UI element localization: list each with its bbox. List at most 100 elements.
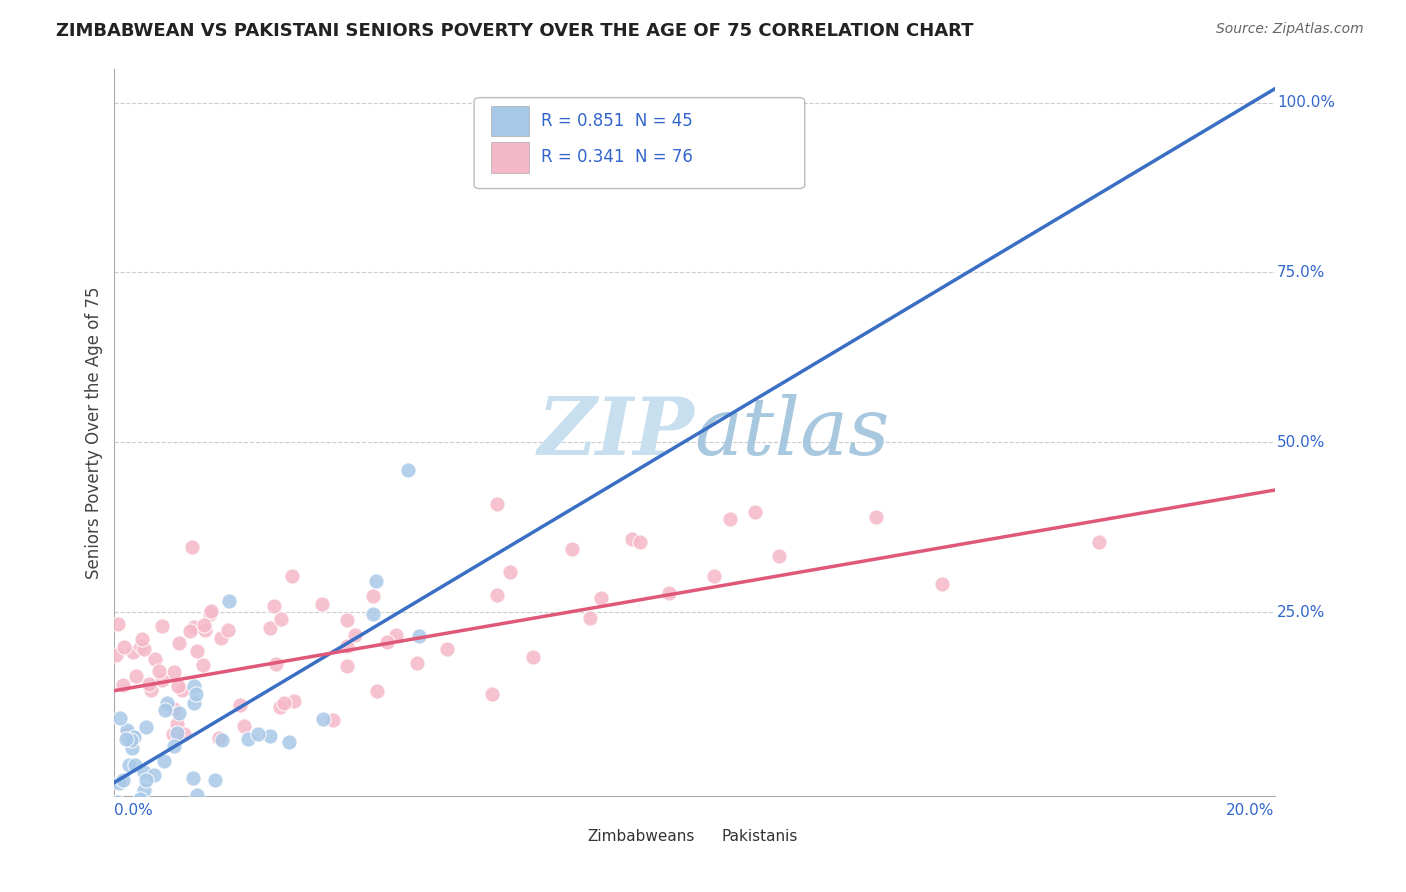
Point (247, 727, 270, 741)
Point (170, 683, 193, 698)
Point (312, 712, 335, 726)
Point (184, 687, 207, 701)
Point (132, 641, 155, 656)
Point (266, 657, 288, 672)
Point (143, 803, 166, 817)
Point (263, 599, 285, 613)
Point (385, 628, 408, 642)
Point (217, 623, 239, 637)
Point (218, 593, 240, 607)
Bar (492, 142, 529, 172)
Point (122, 645, 145, 659)
Point (143, 651, 166, 665)
Point (396, 462, 419, 476)
Point (335, 639, 357, 653)
Point (110, 711, 132, 725)
Point (621, 533, 644, 547)
Point (278, 735, 301, 749)
Point (107, 796, 129, 810)
Point (269, 700, 291, 714)
Point (481, 687, 503, 701)
Point (311, 597, 333, 611)
Point (720, 512, 742, 526)
Point (143, 768, 166, 782)
Point (118, 757, 141, 772)
Bar (555, 827, 581, 845)
Point (118, 731, 141, 745)
Point (931, 577, 953, 591)
Point (283, 694, 305, 708)
Point (703, 569, 725, 583)
Text: R = 0.341  N = 76: R = 0.341 N = 76 (541, 148, 693, 166)
Y-axis label: Seniors Poverty Over the Age of 75: Seniors Poverty Over the Age of 75 (86, 286, 103, 579)
Text: 100.0%: 100.0% (1277, 95, 1334, 110)
Point (108, 814, 131, 828)
Text: Pakistanis: Pakistanis (721, 829, 797, 844)
Point (186, 643, 208, 657)
Point (122, 730, 145, 744)
Point (259, 622, 281, 636)
Text: 50.0%: 50.0% (1277, 435, 1326, 450)
Point (148, 664, 170, 678)
Point (186, 788, 208, 802)
Point (628, 535, 651, 549)
Point (336, 658, 359, 673)
Point (162, 727, 184, 741)
Point (112, 678, 135, 692)
Point (198, 607, 221, 621)
Point (1088, 535, 1111, 549)
Text: 20.0%: 20.0% (1226, 803, 1275, 818)
Point (194, 624, 217, 638)
Point (193, 657, 215, 672)
Point (107, 617, 129, 632)
Point (152, 755, 174, 769)
Point (183, 696, 205, 710)
Point (183, 679, 205, 693)
Text: ZIMBABWEAN VS PAKISTANI SENIORS POVERTY OVER THE AGE OF 75 CORRELATION CHART: ZIMBABWEAN VS PAKISTANI SENIORS POVERTY … (56, 22, 974, 40)
Point (591, 591, 613, 606)
Point (167, 635, 190, 649)
Point (405, 656, 427, 670)
Point (865, 510, 887, 524)
Point (561, 541, 583, 556)
Point (232, 719, 254, 733)
Point (153, 703, 176, 717)
Point (166, 716, 188, 731)
Point (181, 540, 204, 554)
Point (259, 729, 281, 743)
Point (181, 771, 204, 785)
Text: ZIP: ZIP (537, 393, 695, 471)
Point (486, 497, 509, 511)
Point (361, 607, 384, 621)
Point (579, 611, 602, 625)
Point (129, 792, 152, 806)
Point (179, 624, 201, 638)
Point (208, 731, 231, 745)
Point (115, 727, 138, 741)
Point (135, 772, 157, 787)
Point (150, 618, 173, 632)
Point (117, 723, 139, 737)
Point (134, 783, 156, 797)
Point (183, 620, 205, 634)
Point (131, 632, 153, 646)
Point (200, 604, 222, 618)
Bar (492, 105, 529, 136)
Point (436, 642, 458, 657)
Point (485, 588, 508, 602)
Point (744, 504, 766, 518)
Point (270, 612, 292, 626)
Point (163, 665, 186, 679)
Text: 0.0%: 0.0% (114, 803, 153, 818)
Point (167, 679, 190, 693)
Text: Source: ZipAtlas.com: Source: ZipAtlas.com (1216, 22, 1364, 37)
Point (105, 648, 128, 663)
Point (366, 574, 388, 589)
Point (156, 696, 179, 710)
Point (112, 772, 135, 787)
Point (375, 635, 398, 649)
Point (204, 773, 226, 788)
Point (768, 549, 790, 563)
Point (163, 739, 186, 753)
Text: 75.0%: 75.0% (1277, 265, 1326, 280)
